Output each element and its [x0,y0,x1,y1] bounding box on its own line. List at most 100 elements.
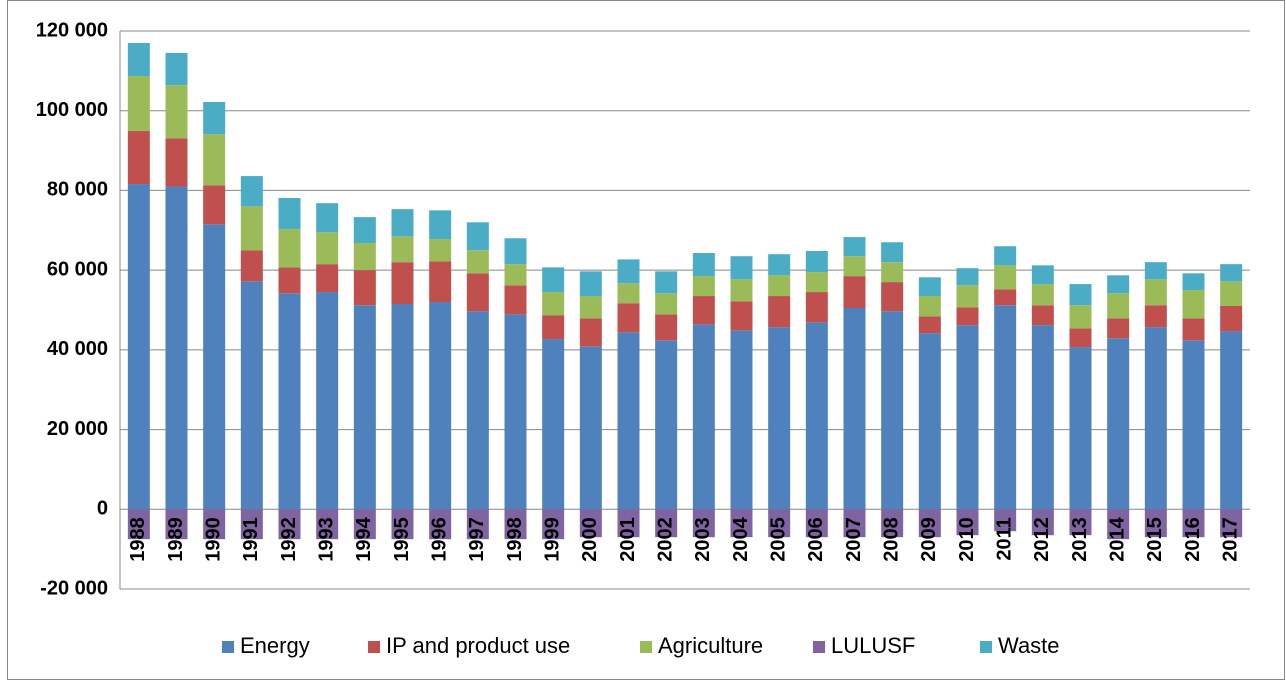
bar-segment [881,509,904,538]
bar-segment [240,281,263,510]
x-tick-label: 2015 [1144,517,1166,562]
x-tick-label: 1994 [353,516,375,561]
x-tick-label: 2017 [1219,517,1241,562]
x-tick-label: 2013 [1069,517,1091,562]
bar-segment [655,271,678,294]
bar-segment [542,339,565,510]
bar-segment [1069,305,1092,329]
bar-segment [127,131,150,185]
bar-segment [918,296,941,317]
x-tick-label: 2005 [767,517,789,562]
legend-label: Agriculture [658,633,763,658]
bar-segment [579,346,602,510]
bar-segment [881,262,904,283]
bar-segment [165,52,188,86]
bar-segment [240,206,263,251]
bar-segment [994,305,1017,510]
x-tick-label: 1993 [315,517,337,562]
bar-segment [730,256,753,280]
bar-segment [1144,327,1167,510]
bar-segment [240,176,263,207]
bar-segment [655,509,678,538]
bar-segment [504,238,527,265]
bar-segment [1107,293,1130,319]
bar-segment [617,259,640,284]
x-tick-label: 1991 [240,517,262,562]
bar-segment [805,251,828,273]
x-tick-label: 2000 [579,517,601,562]
chart-frame [7,0,1285,680]
bar-segment [1182,290,1205,319]
bar-segment [240,509,263,540]
bar-segment [994,265,1017,290]
bar-segment [542,267,565,293]
y-tick-label: 0 [97,498,108,520]
bar-segment [956,268,979,286]
bar-segment [316,264,339,293]
bar-segment [579,318,602,347]
bar-segment [127,76,150,132]
bar-segment [617,509,640,538]
bar-segment [240,250,263,282]
bar-segment [617,303,640,333]
legend-swatch [980,641,992,653]
bar-segment [466,311,489,510]
bar-segment [692,296,715,325]
bar-segment [165,85,188,139]
x-tick-label: 1992 [278,517,300,562]
bar-segment [391,236,414,263]
x-tick-label: 2004 [730,516,752,561]
bar-segment [504,314,527,510]
bar-segment [165,509,188,540]
bar-segment [542,509,565,540]
bar-segment [655,314,678,341]
x-tick-label: 2014 [1106,516,1128,561]
x-tick-label: 2010 [956,517,978,562]
x-tick-label: 1999 [541,517,563,562]
bar-segment [165,138,188,187]
bar-segment [956,307,979,326]
bar-segment [542,292,565,316]
bar-segment [353,305,376,510]
bar-segment [203,224,226,510]
bar-segment [1107,509,1130,540]
bar-segment [1220,509,1243,538]
bar-segment [730,279,753,302]
bar-segment [278,229,301,268]
bar-segment [579,271,602,297]
bar-segment [768,275,791,297]
x-tick-label: 2009 [918,517,940,562]
bar-segment [805,292,828,323]
bar-segment [203,509,226,540]
bar-segment [730,509,753,538]
bar-segment [1220,264,1243,282]
x-tick-label: 2002 [654,517,676,562]
legend-swatch [222,641,234,653]
bar-segment [504,285,527,315]
bar-segment [391,262,414,305]
bar-segment [1031,325,1054,510]
y-tick-label: -20 000 [40,577,108,599]
x-tick-label: 1998 [504,517,526,562]
x-tick-label: 2016 [1182,517,1204,562]
bar-segment [918,333,941,510]
bar-segment [278,509,301,540]
bar-segment [617,283,640,304]
bar-segment [1107,275,1130,294]
bar-segment [579,509,602,538]
bar-segment [692,276,715,297]
bar-segment [316,203,339,233]
bar-segment [956,285,979,308]
x-tick-label: 2006 [805,517,827,562]
bar-segment [881,242,904,263]
bar-segment [655,293,678,315]
bar-segment [316,509,339,540]
bar-segment [1144,509,1167,538]
bar-segment [1069,347,1092,510]
bar-segment [1220,281,1243,307]
bar-segment [1069,284,1092,306]
bar-segment [1031,509,1054,536]
bar-segment [203,134,226,186]
bar-segment [203,101,226,135]
bar-segment [127,509,150,540]
